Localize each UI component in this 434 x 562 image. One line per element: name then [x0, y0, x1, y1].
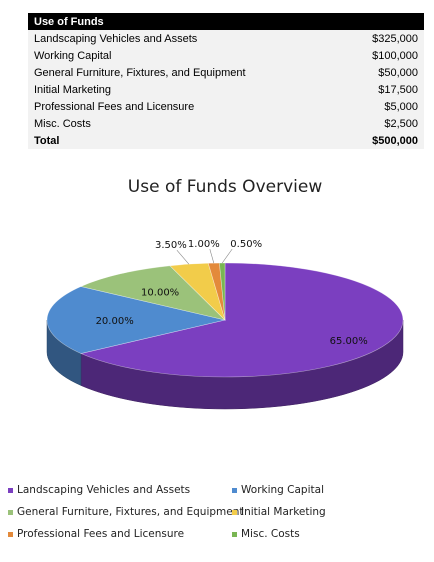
row-label: Landscaping Vehicles and Assets	[28, 30, 348, 47]
legend-item-misc-costs: Misc. Costs	[232, 528, 300, 540]
row-label: Misc. Costs	[28, 115, 348, 132]
table-total-row: Total $500,000	[28, 132, 424, 149]
table-row: Misc. Costs $2,500	[28, 115, 424, 132]
table-row: Working Capital $100,000	[28, 47, 424, 64]
data-label-general-furniture-fixtures-and-equipment: 10.00%	[141, 287, 179, 298]
legend-item-professional-fees-and-licensure: Professional Fees and Licensure	[8, 528, 184, 540]
total-label: Total	[28, 132, 348, 149]
row-label: Initial Marketing	[28, 81, 348, 98]
use-of-funds-table: Use of Funds Landscaping Vehicles and As…	[28, 13, 424, 149]
legend-swatch	[8, 509, 13, 515]
legend-item-landscaping-vehicles-and-assets: Landscaping Vehicles and Assets	[8, 484, 190, 496]
pie-chart: 65.00% 20.00% 10.00% 3.50% 1.00% 0.50%	[46, 239, 404, 410]
legend-swatch	[232, 531, 237, 537]
legend-item-general-furniture-fixtures-and-equipment: General Furniture, Fixtures, and Equipme…	[8, 506, 244, 518]
legend-label: Landscaping Vehicles and Assets	[17, 484, 191, 496]
table-row: Landscaping Vehicles and Assets $325,000	[28, 30, 424, 47]
chart-title: Use of Funds Overview	[127, 177, 323, 197]
legend-label: Working Capital	[241, 484, 324, 496]
pie-slice-working-capital	[46, 286, 226, 354]
row-amount: $50,000	[347, 64, 424, 81]
table-row: General Furniture, Fixtures, and Equipme…	[28, 64, 424, 81]
row-amount: $17,500	[347, 81, 424, 98]
legend-label: Misc. Costs	[241, 528, 300, 540]
legend-swatch	[8, 487, 13, 493]
legend-swatch	[8, 531, 13, 537]
legend-item-initial-marketing: Initial Marketing	[232, 506, 326, 518]
row-label: Working Capital	[28, 47, 348, 64]
data-label-professional-fees-and-licensure: 1.00%	[188, 239, 220, 250]
legend-swatch	[232, 509, 237, 515]
legend-label: General Furniture, Fixtures, and Equipme…	[17, 506, 244, 518]
data-label-landscaping-vehicles-and-assets: 65.00%	[330, 336, 368, 347]
row-amount: $2,500	[347, 115, 424, 132]
total-amount: $500,000	[347, 132, 424, 149]
legend-item-working-capital: Working Capital	[232, 484, 324, 496]
data-label-working-capital: 20.00%	[96, 316, 134, 327]
legend-label: Initial Marketing	[241, 506, 326, 518]
data-label-misc-costs: 0.50%	[230, 239, 262, 250]
pie-labels: 65.00% 20.00% 10.00% 3.50% 1.00% 0.50%	[96, 239, 368, 347]
legend-label: Professional Fees and Licensure	[17, 528, 185, 540]
table-row: Initial Marketing $17,500	[28, 81, 424, 98]
chart-legend: Landscaping Vehicles and Assets Working C…	[0, 482, 434, 552]
legend-swatch	[232, 487, 237, 493]
row-amount: $5,000	[347, 98, 424, 115]
leader-line	[221, 248, 233, 264]
row-amount: $100,000	[347, 47, 424, 64]
pie-slice-landscaping-vehicles-and-assets	[80, 262, 404, 378]
pie-tops	[46, 262, 404, 378]
table-header-row: Use of Funds	[28, 13, 424, 30]
data-label-initial-marketing: 3.50%	[155, 240, 187, 251]
pie-slice-general-furniture-fixtures-and-equipment	[80, 265, 226, 321]
row-label: General Furniture, Fixtures, and Equipme…	[28, 64, 348, 81]
leader-line	[209, 249, 215, 264]
table-row: Professional Fees and Licensure $5,000	[28, 98, 424, 115]
table-header: Use of Funds	[28, 13, 424, 30]
row-amount: $325,000	[347, 30, 424, 47]
leader-line	[176, 249, 190, 265]
row-label: Professional Fees and Licensure	[28, 98, 348, 115]
